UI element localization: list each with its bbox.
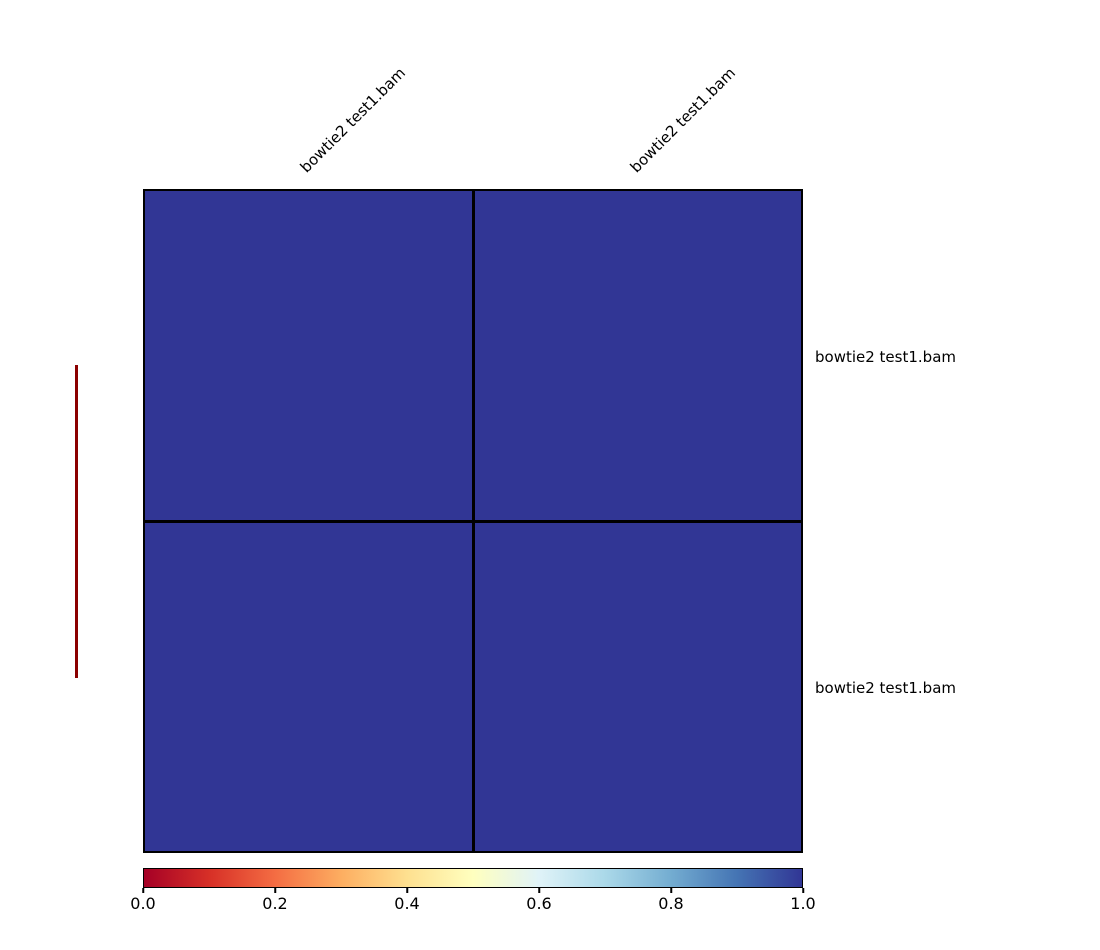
heatmap-cell xyxy=(145,522,472,851)
colorbar-tick xyxy=(274,888,276,893)
column-label-1: bowtie2 test1.bam xyxy=(296,63,409,177)
row-label-2: bowtie2 test1.bam xyxy=(815,679,956,697)
colorbar-tick xyxy=(670,888,672,893)
colorbar-tick xyxy=(538,888,540,893)
dendrogram-line xyxy=(75,365,78,678)
colorbar-tick-label: 0.4 xyxy=(394,894,420,913)
heatmap-cell xyxy=(145,191,472,520)
colorbar-gradient xyxy=(143,868,803,888)
heatmap-cell xyxy=(474,191,801,520)
colorbar-tick-label: 0.8 xyxy=(658,894,684,913)
colorbar-tick xyxy=(406,888,408,893)
colorbar-tick-label: 0.0 xyxy=(130,894,156,913)
colorbar-tick-label: 0.6 xyxy=(526,894,552,913)
column-label-2: bowtie2 test1.bam xyxy=(626,63,739,177)
row-label-1: bowtie2 test1.bam xyxy=(815,348,956,366)
colorbar-tick xyxy=(802,888,804,893)
colorbar-tick xyxy=(142,888,144,893)
heatmap-cell xyxy=(474,522,801,851)
colorbar-tick-label: 0.2 xyxy=(262,894,288,913)
heatmap-matrix xyxy=(143,189,803,853)
colorbar-tick-label: 1.0 xyxy=(790,894,816,913)
colorbar-axis: 0.0 0.2 0.4 0.6 0.8 1.0 xyxy=(130,888,816,928)
